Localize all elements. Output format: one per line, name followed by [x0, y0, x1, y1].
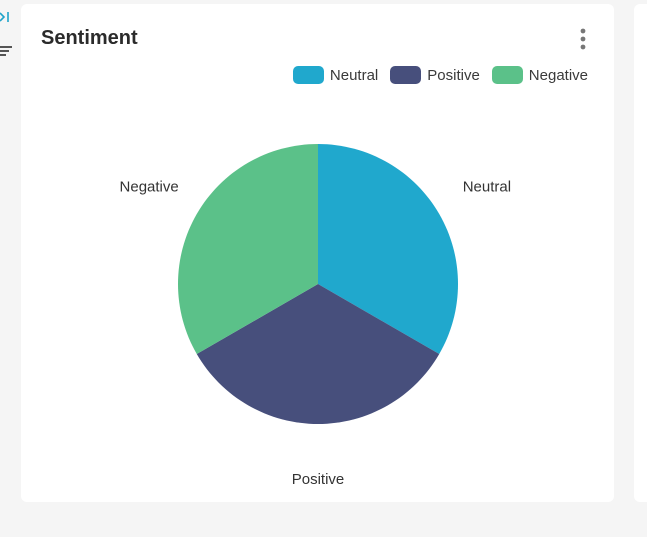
slice-label-neutral: Neutral [463, 179, 511, 196]
legend-item-negative[interactable]: Negative [491, 66, 588, 84]
pie-slice-positive[interactable] [196, 284, 440, 424]
adjacent-card [634, 4, 647, 502]
legend-label-negative: Negative [528, 66, 588, 84]
legend-swatch-positive [390, 66, 422, 84]
left-toolbar [0, 0, 18, 537]
legend-label-positive: Positive [427, 66, 480, 84]
chart-legend: Neutral Positive Negative [292, 66, 588, 84]
more-vertical-icon[interactable] [577, 27, 589, 51]
slice-label-negative: Negative [120, 179, 179, 196]
expand-panel-icon[interactable] [0, 10, 10, 24]
legend-item-neutral[interactable]: Neutral [292, 66, 379, 84]
legend-swatch-negative [491, 66, 523, 84]
filter-icon[interactable] [0, 44, 12, 58]
slice-label-positive: Positive [292, 471, 345, 488]
pie-chart: Neutral Positive Negative [120, 144, 511, 488]
pie-slice-neutral[interactable] [318, 144, 458, 354]
pie-slice-negative[interactable] [177, 144, 318, 354]
sentiment-card: Sentiment Neutral Positive Negative Neut… [21, 4, 614, 502]
card-title: Sentiment [41, 27, 138, 49]
legend-label-neutral: Neutral [329, 66, 379, 84]
legend-swatch-neutral [292, 66, 324, 84]
legend-item-positive[interactable]: Positive [390, 66, 480, 84]
